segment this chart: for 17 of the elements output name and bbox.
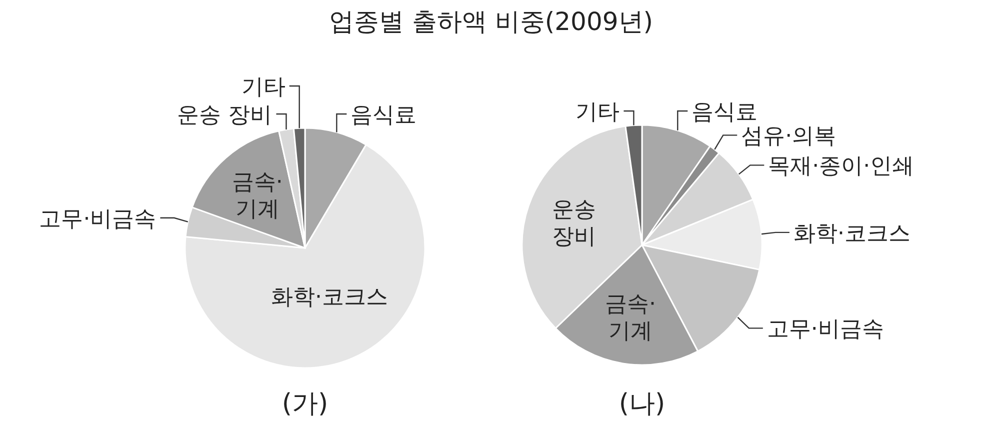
- slice-label: 기타: [576, 100, 620, 125]
- slice-label: 고무·비금속: [39, 206, 156, 232]
- slice-label: 화학·코크스: [793, 221, 910, 246]
- slice-label: 금속·기계: [232, 170, 283, 222]
- slice-label: 고무·비금속: [766, 317, 884, 342]
- text: (나): [618, 389, 666, 419]
- slice-label: 기타: [241, 75, 286, 100]
- text: (가): [282, 389, 328, 419]
- slice-label: 금속·기계: [605, 292, 656, 344]
- slice-label: 목재·종이·인쇄: [768, 154, 914, 180]
- slice-label: 음식료: [692, 100, 758, 125]
- slice-label: 운송 장비: [177, 103, 272, 128]
- text: 업종별 출하액 비중(2009년): [328, 7, 654, 36]
- slice-label: 섬유·의복: [741, 124, 836, 150]
- slice-label: 화학·코크스: [271, 285, 388, 310]
- slice-label: 음식료: [350, 103, 417, 128]
- slice-label: 운송 장비: [552, 197, 596, 250]
